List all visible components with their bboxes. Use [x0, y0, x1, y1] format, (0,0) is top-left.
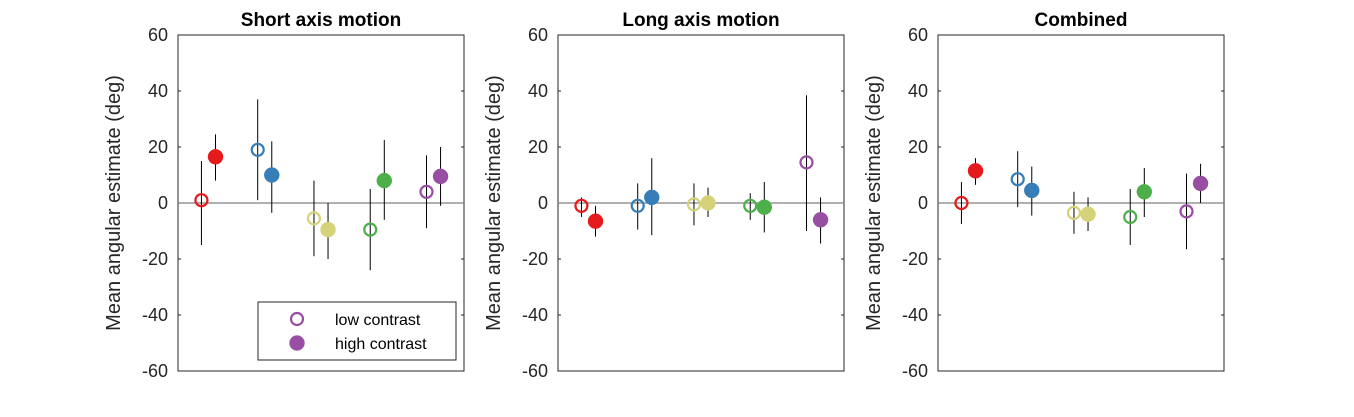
y-tick-label: 40: [908, 81, 928, 101]
y-tick-label: 40: [148, 81, 168, 101]
y-tick-label: 60: [528, 25, 548, 45]
y-tick-label: 20: [528, 137, 548, 157]
y-tick-label: -40: [902, 305, 928, 325]
data-point-high-red: [207, 149, 224, 165]
data-point-high-purple: [812, 212, 829, 228]
y-tick-label: -40: [142, 305, 168, 325]
data-point-low-red: [574, 198, 589, 213]
data-point-high-red: [587, 213, 604, 229]
data-point-high-blue: [644, 189, 660, 206]
legend-marker-low: [289, 311, 305, 327]
data-point-high-yellow: [700, 195, 716, 211]
data-point-high-blue: [264, 167, 280, 183]
data-point-low-purple: [1179, 204, 1194, 219]
y-tick-label: 40: [528, 81, 548, 101]
data-point-high-blue: [1024, 182, 1040, 199]
data-point-low-blue: [1010, 172, 1025, 187]
legend: low contrast high contrast: [257, 301, 457, 361]
data-point-high-green: [1136, 184, 1153, 200]
chart-title: Combined: [1035, 10, 1128, 31]
chart-panel-1: -60 -40 -20 0 20 40 60 Short axis motion Mean an…: [103, 10, 465, 381]
y-tick-label: 60: [148, 25, 168, 45]
data-point-low-yellow: [1066, 205, 1082, 220]
y-tick-label: 0: [538, 193, 548, 213]
y-axis-label: Mean angular estimate (deg): [483, 75, 505, 331]
y-tick-label: -20: [142, 249, 168, 269]
data-point-low-purple: [419, 184, 434, 199]
y-tick-label: -60: [522, 361, 548, 381]
y-axis-label: Mean angular estimate (deg): [103, 75, 125, 331]
y-axis-label: Mean angular estimate (deg): [863, 75, 885, 331]
data-point-low-red: [954, 195, 969, 211]
data-point-high-red: [967, 163, 984, 179]
y-tick-label: 20: [908, 137, 928, 157]
data-point-high-purple: [432, 168, 449, 185]
data-point-low-yellow: [306, 211, 322, 226]
chart-title: Long axis motion: [622, 10, 779, 31]
y-tick-label: 60: [908, 25, 928, 45]
y-tick-label: 0: [918, 193, 928, 213]
chart-title: Short axis motion: [241, 10, 401, 31]
data-point-low-green: [363, 222, 378, 237]
data-point-low-green: [1123, 209, 1138, 225]
y-tick-label: -20: [902, 249, 928, 269]
data-point-low-yellow: [686, 197, 702, 212]
legend-label-high: high contrast: [335, 336, 427, 353]
y-tick-label: 0: [158, 193, 168, 213]
chart-panel-2: -60 -40 -20 0 20 40 60 Long axis motion Mean ang…: [483, 10, 845, 381]
chart-panel-3: -60 -40 -20 0 20 40 60 Combined Mean angular est…: [863, 10, 1225, 381]
data-point-low-blue: [250, 142, 265, 157]
data-point-low-green: [743, 198, 758, 213]
data-point-high-green: [376, 172, 393, 189]
legend-box: [257, 301, 457, 361]
y-tick-label: -60: [902, 361, 928, 381]
y-tick-label: 20: [148, 137, 168, 157]
y-tick-label: -20: [522, 249, 548, 269]
data-point-high-purple: [1192, 175, 1209, 192]
data-point-high-green: [756, 199, 773, 215]
legend-label-low: low contrast: [335, 312, 421, 329]
y-tick-label: -60: [142, 361, 168, 381]
data-point-high-yellow: [320, 221, 336, 238]
legend-marker-high: [289, 335, 305, 351]
data-point-low-purple: [799, 155, 814, 170]
data-point-high-yellow: [1080, 206, 1096, 222]
data-point-low-blue: [630, 198, 645, 213]
data-point-low-red: [194, 193, 209, 208]
y-tick-label: -40: [522, 305, 548, 325]
